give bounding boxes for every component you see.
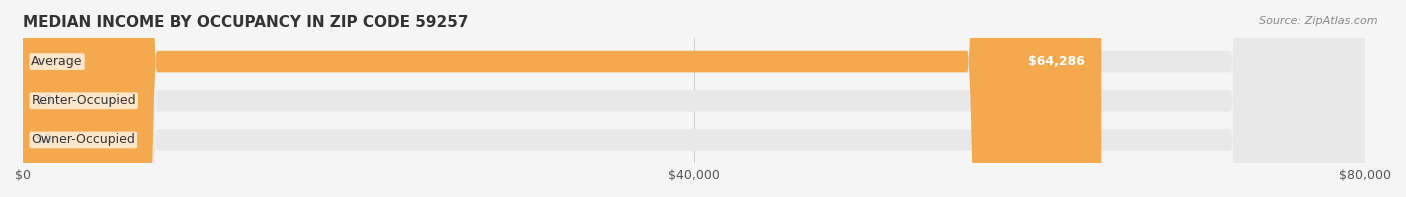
FancyBboxPatch shape <box>22 0 1101 197</box>
Text: Average: Average <box>31 55 83 68</box>
FancyBboxPatch shape <box>22 0 1365 197</box>
Text: $0: $0 <box>37 133 52 146</box>
Text: Owner-Occupied: Owner-Occupied <box>31 133 135 146</box>
Text: Source: ZipAtlas.com: Source: ZipAtlas.com <box>1260 16 1378 26</box>
FancyBboxPatch shape <box>22 0 1365 197</box>
Text: Renter-Occupied: Renter-Occupied <box>31 94 136 107</box>
Text: $0: $0 <box>37 94 52 107</box>
FancyBboxPatch shape <box>22 0 1365 197</box>
Text: $64,286: $64,286 <box>1028 55 1084 68</box>
Text: MEDIAN INCOME BY OCCUPANCY IN ZIP CODE 59257: MEDIAN INCOME BY OCCUPANCY IN ZIP CODE 5… <box>22 15 468 30</box>
